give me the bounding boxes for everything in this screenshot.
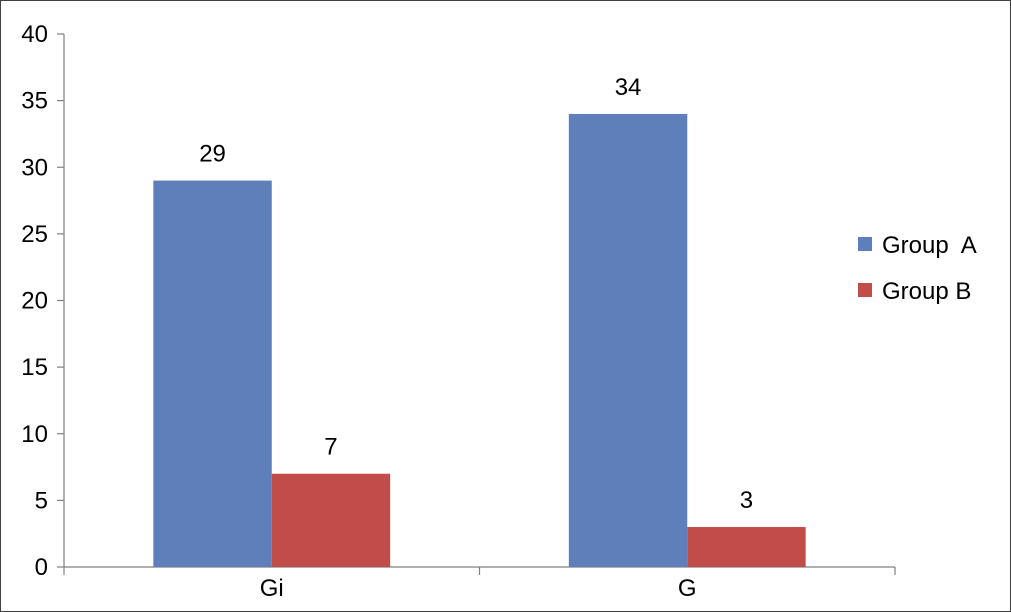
y-tick-label: 15 (21, 354, 48, 381)
y-tick-label: 0 (35, 554, 48, 581)
y-tick-label: 5 (35, 487, 48, 514)
x-tick-label: G (678, 575, 697, 602)
data-label: 34 (615, 74, 642, 101)
y-tick-label: 10 (21, 421, 48, 448)
bar-group-a-gi (153, 180, 272, 567)
y-tick-label: 40 (21, 21, 48, 48)
x-axis: Gi G (63, 566, 896, 602)
data-labels: 29 7 34 3 (199, 74, 753, 514)
y-tick-label: 25 (21, 221, 48, 248)
legend-swatch (858, 283, 872, 297)
legend-swatch (858, 237, 872, 251)
y-tick-label: 35 (21, 88, 48, 115)
legend: Group A Group B (858, 232, 977, 305)
legend-label: Group B (882, 278, 971, 305)
bar-group-a-g (568, 113, 688, 567)
y-axis: 0 5 10 15 20 25 30 35 40 (21, 21, 65, 581)
data-label: 7 (324, 434, 337, 461)
legend-label: Group A (882, 232, 977, 259)
bar-group-b-gi (271, 473, 391, 567)
data-label: 29 (199, 141, 226, 168)
y-tick-label: 30 (21, 154, 48, 181)
bars (153, 113, 806, 567)
y-tick-label: 20 (21, 288, 48, 315)
x-tick-label: Gi (260, 575, 284, 602)
data-label: 3 (740, 487, 753, 514)
bar-group-b-g (687, 527, 806, 567)
